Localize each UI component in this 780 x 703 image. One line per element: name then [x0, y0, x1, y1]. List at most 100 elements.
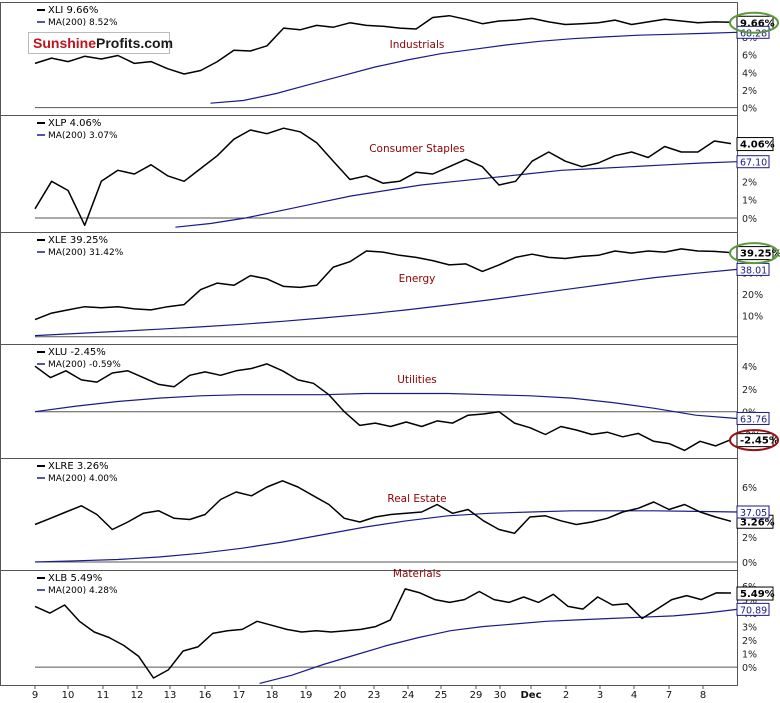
legend-ma-label: MA(200) 8.52%: [48, 18, 118, 28]
x-tick-label: 11: [97, 690, 110, 701]
last-price-tag: 5.49%: [736, 586, 775, 601]
last-price-value: 39.25%: [740, 249, 780, 260]
ma200-line: [259, 608, 738, 684]
x-tick-label: 16: [199, 690, 212, 701]
last-ma-value: 38.01: [740, 265, 767, 276]
last-price-tag: 4.06%: [736, 137, 775, 152]
y-tick-label: 0%: [742, 663, 757, 674]
last-price-value: 4.06%: [740, 140, 775, 151]
y-tick-label: 5%: [742, 596, 757, 607]
legend-price-label: XLE 39.25%: [48, 235, 108, 246]
y-tick-label: 2%: [742, 177, 757, 188]
x-tick-label: 25: [435, 690, 448, 701]
last-ma-value: 70.89: [740, 605, 767, 616]
x-tick-label: 12: [131, 690, 144, 701]
legend-ma-label: MA(200) 4.28%: [48, 586, 118, 596]
legend-ma-label: MA(200) 31.42%: [48, 248, 124, 258]
last-price-box: [736, 137, 774, 152]
x-tick-label: 17: [233, 690, 246, 701]
x-tick-label: 4: [631, 690, 637, 701]
x-tick-label: 19: [300, 690, 313, 701]
panel-xlre: 0%2%4%6%XLRE 3.26%MA(200) 4.00%Real Esta…: [0, 461, 775, 571]
sector-title: Consumer Staples: [369, 143, 465, 155]
x-tick-label: 13: [164, 690, 177, 701]
last-ma-tag: 38.01: [736, 262, 770, 276]
highlight-circle: [729, 242, 779, 265]
x-tick-label: Dec: [520, 690, 541, 701]
x-tick-label: 29: [470, 690, 483, 701]
y-tick-label: 2%: [742, 385, 757, 396]
sector-title: Energy: [399, 273, 436, 285]
y-tick-label: 4%: [742, 68, 757, 79]
price-line: [34, 14, 732, 75]
last-price-value: 9.66%: [740, 18, 775, 29]
y-tick-label: 1%: [742, 650, 757, 661]
x-tick-label: 23: [368, 690, 381, 701]
legend-price-label: XLB 5.49%: [48, 573, 102, 584]
sector-title: Industrials: [390, 39, 445, 51]
ma200-line: [34, 392, 738, 420]
chart-frames: [0, 2, 738, 686]
x-tick-label: 10: [62, 690, 75, 701]
panel-xlb: 0%1%2%3%4%5%6%XLB 5.49%MA(200) 4.28%Mate…: [0, 568, 775, 686]
legend-price-label: XLP 4.06%: [48, 118, 101, 129]
price-line: [34, 127, 732, 227]
ma200-line: [210, 31, 738, 104]
last-ma-value: 37.05: [740, 508, 767, 519]
ma200-line: [34, 268, 738, 337]
sector-title: Utilities: [397, 374, 437, 386]
panel-xle: 10%20%30%XLE 39.25%MA(200) 31.42%Energy3…: [0, 235, 780, 345]
last-ma-tag: 67.10: [736, 155, 770, 169]
x-tick-label: 9: [32, 690, 38, 701]
x-tick-label: 2: [563, 690, 569, 701]
last-price-box: [736, 246, 774, 261]
y-tick-label: 6%: [742, 51, 757, 62]
panel-xlu: -2%0%2%4%XLU -2.45%MA(200) -0.59%Utiliti…: [0, 347, 779, 459]
last-price-value: 3.26%: [740, 517, 775, 528]
price-line: [34, 588, 732, 679]
ma200-line: [34, 510, 738, 563]
x-tick-label: 7: [666, 690, 672, 701]
y-tick-label: 2%: [742, 533, 757, 544]
highlight-circle: [729, 429, 779, 452]
highlight-circle: [729, 11, 779, 34]
last-ma-value: 63.76: [740, 414, 767, 425]
logo-word-profits: Profits.com: [96, 35, 174, 51]
y-tick-label: 2%: [742, 86, 757, 97]
y-tick-label: 0%: [742, 214, 757, 225]
last-ma-box: [736, 411, 770, 425]
legend-ma-label: MA(200) 3.07%: [48, 131, 118, 141]
last-price-value: 5.49%: [740, 589, 775, 600]
y-tick-label: 10%: [742, 311, 763, 322]
legend-ma-label: MA(200) 4.00%: [48, 474, 118, 484]
logo-word-sunshine: Sunshine: [33, 35, 97, 51]
y-tick-label: 2%: [742, 636, 757, 647]
last-ma-tag: 70.89: [736, 602, 770, 616]
legend-price-label: XLRE 3.26%: [48, 461, 109, 472]
x-tick-label: 3: [597, 690, 603, 701]
last-price-value: -2.45%: [740, 436, 779, 447]
y-tick-label: 6%: [742, 483, 757, 494]
last-ma-value: 67.10: [740, 158, 767, 169]
panels: 0%2%4%6%8%XLI 9.66%MA(200) 8.52%Industri…: [0, 5, 780, 686]
last-ma-box: [736, 155, 770, 169]
last-ma-box: [736, 505, 770, 519]
sector-title: Materials: [393, 568, 441, 580]
sector-title: Real Estate: [387, 493, 446, 505]
last-ma-value: 68.28: [740, 28, 767, 39]
y-tick-label: 1%: [742, 196, 757, 207]
last-price-box: [736, 586, 774, 601]
x-tick-label: 8: [700, 690, 706, 701]
price-line: [34, 248, 732, 321]
legend-price-label: XLI 9.66%: [48, 5, 98, 16]
legend-ma-label: MA(200) -0.59%: [48, 360, 121, 370]
last-price-box: [736, 433, 774, 448]
panel-xli: 0%2%4%6%8%XLI 9.66%MA(200) 8.52%Industri…: [0, 5, 779, 116]
sunshine-profits-logo: SunshineProfits.com: [28, 32, 174, 54]
price-line: [34, 480, 732, 535]
last-price-tag: -2.45%: [736, 433, 779, 448]
last-ma-tag: 37.05: [736, 505, 770, 519]
x-tick-label: 30: [494, 690, 507, 701]
panel-xlp: 0%1%2%3%4%XLP 4.06%MA(200) 3.07%Consumer…: [0, 118, 775, 233]
